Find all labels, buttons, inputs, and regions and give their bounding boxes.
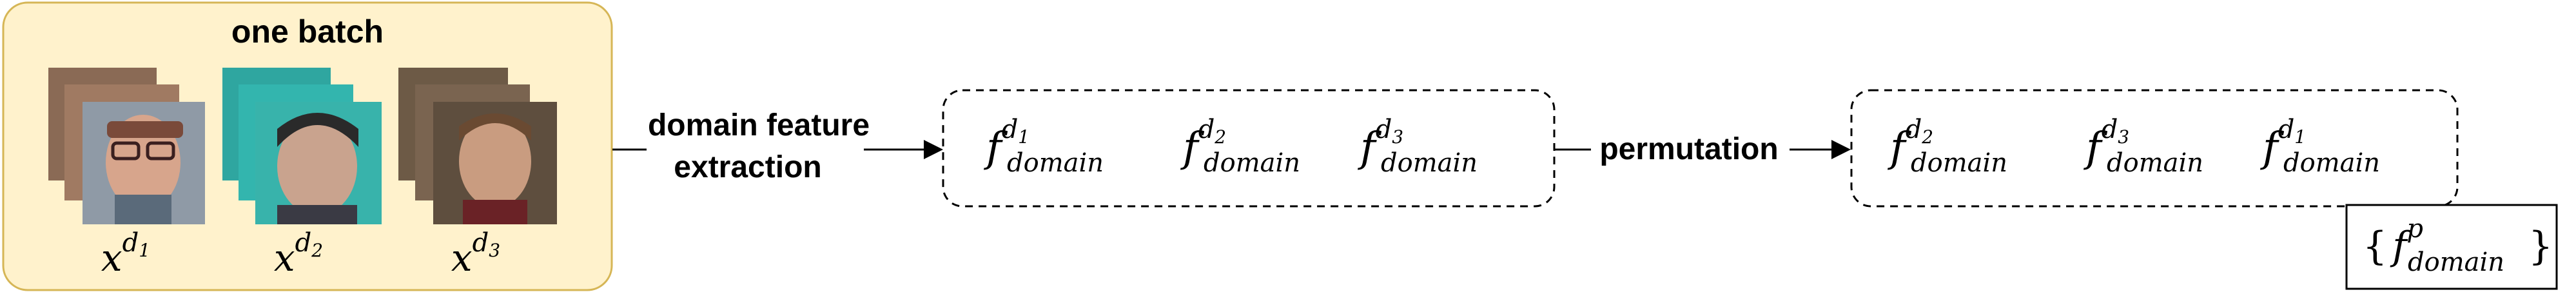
permuted-feature-2: fd3 domain (2083, 115, 2203, 178)
extraction-label-line2: extraction (674, 150, 821, 184)
extraction-label-line1: domain feature (648, 108, 870, 142)
permutation-connector: permutation (1555, 132, 1851, 166)
batch-title: one batch (231, 14, 384, 50)
set-output: {fp domain} (2345, 204, 2558, 290)
sample-label-3: xd3 (451, 228, 500, 280)
features-panel: fd1 domain fd2 domain fd3 domain (942, 89, 1556, 208)
sample-label-2: xd2 (274, 228, 323, 280)
set-label: {fp domain} (2363, 214, 2553, 277)
sample-label-1: xd1 (101, 228, 150, 280)
permutation-label: permutation (1599, 132, 1778, 166)
set-box (2345, 204, 2558, 290)
permuted-feature-3: fd1 domain (2260, 115, 2380, 178)
feature-1: fd1 domain (984, 115, 1104, 178)
feature-3: fd3 domain (1358, 115, 1478, 178)
face-stack-1 (48, 68, 205, 224)
features-box (942, 89, 1556, 208)
extraction-connector: domain feature extraction (612, 108, 943, 184)
permuted-feature-1: fd2 domain (1888, 115, 2007, 178)
permuted-panel: fd2 domain fd3 domain fd1 domain (1850, 89, 2459, 208)
face-stack-2 (222, 68, 382, 224)
permuted-box (1850, 89, 2459, 208)
feature-2: fd2 domain (1180, 115, 1300, 178)
batch-panel: one batch (2, 1, 613, 291)
face-stack-3 (398, 68, 557, 224)
